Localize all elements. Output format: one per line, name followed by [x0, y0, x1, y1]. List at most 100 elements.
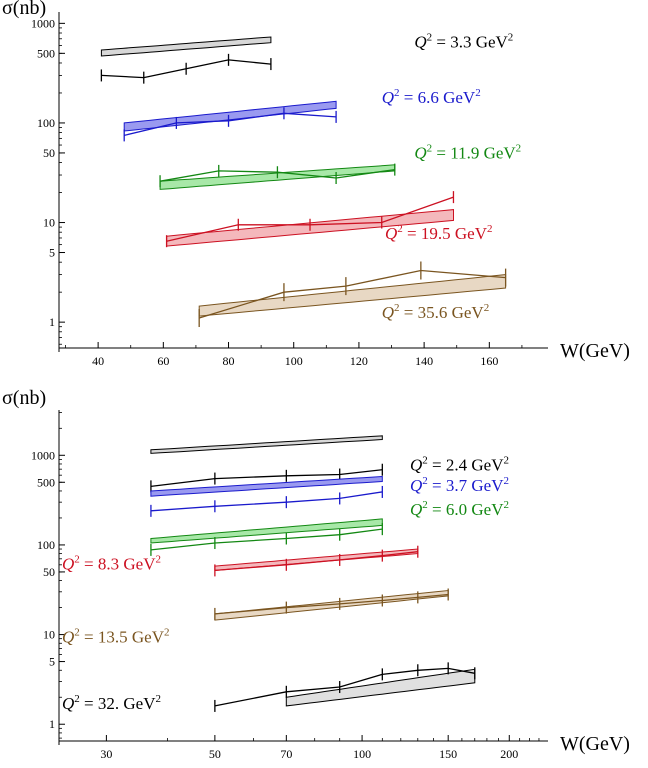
x-tick-label: 80	[223, 354, 235, 368]
series-label-sup: 2	[422, 499, 428, 511]
series-label-sup: 2	[516, 142, 522, 154]
series-label-q: Q	[410, 455, 422, 474]
series-label-sup: 2	[422, 475, 428, 487]
series-label: Q2 = 8.3 GeV2	[62, 554, 161, 574]
series-label-sup: 2	[484, 302, 490, 314]
series-label-sup: 2	[503, 499, 509, 511]
x-tick-label: 100	[285, 354, 303, 368]
x-tick-label: 150	[439, 747, 457, 761]
series-label-sup: 2	[475, 87, 481, 99]
series-label: Q2 = 35.6 GeV2	[382, 302, 489, 322]
series-label-q: Q	[382, 303, 394, 322]
series-label-sup: 2	[155, 693, 161, 705]
x-tick-label: 200	[500, 747, 518, 761]
x-tick-label: 120	[350, 354, 368, 368]
series-label-sup: 2	[155, 554, 161, 566]
y-tick-label: 100	[37, 538, 55, 552]
band	[214, 589, 449, 621]
series-label-value: = 3.7 GeV	[428, 476, 504, 495]
series-label: Q2 = 3.7 GeV2	[410, 475, 509, 495]
y-tick-label: 1000	[31, 16, 55, 30]
series-label-sup: 2	[503, 454, 509, 466]
series-label-value: = 19.5 GeV	[403, 224, 488, 243]
series-label-value: = 32. GeV	[80, 694, 156, 713]
series-label-sup: 2	[397, 223, 403, 235]
band	[285, 668, 476, 707]
series-label: Q2 = 11.9 GeV2	[414, 142, 521, 162]
series-label-q: Q	[410, 476, 422, 495]
series-label-sup: 2	[74, 554, 80, 566]
series-label: Q2 = 6.6 GeV2	[382, 87, 481, 107]
series-label-q: Q	[62, 555, 74, 574]
series-label-q: Q	[62, 627, 74, 646]
series-label-q: Q	[410, 500, 422, 519]
y-tick-label: 50	[43, 146, 55, 160]
series-q2-2_4: Q2 = 2.4 GeV2	[150, 435, 509, 493]
series-q2-6_6: Q2 = 6.6 GeV2	[123, 87, 481, 142]
y-tick-label: 1000	[31, 448, 55, 462]
series-label-sup: 2	[487, 223, 493, 235]
series-label-sup: 2	[394, 302, 400, 314]
x-tick-label: 50	[209, 747, 221, 761]
band	[150, 475, 383, 497]
x-tick-label: 160	[480, 354, 498, 368]
y-axis-label: σ(nb)	[2, 387, 46, 409]
series-q2-11_9: Q2 = 11.9 GeV2	[159, 142, 521, 190]
series-label-sup: 2	[427, 32, 433, 44]
y-tick-label: 10	[43, 216, 55, 230]
series-label-value: = 3.3 GeV	[432, 33, 508, 52]
series-label-sup: 2	[422, 454, 428, 466]
series-q2-6_0: Q2 = 6.0 GeV2	[150, 499, 509, 556]
y-tick-label: 100	[37, 116, 55, 130]
series-label-sup: 2	[503, 475, 509, 487]
x-axis-label: W(GeV)	[560, 340, 630, 362]
y-tick-label: 5	[49, 246, 55, 260]
chart-panel-bottom: 1000 500 100 50 10 5 1 30 50 70 100 150 200 W(GeV) σ(n…	[2, 387, 630, 761]
band	[123, 100, 337, 132]
band	[100, 36, 272, 57]
series-label-value: = 6.0 GeV	[428, 500, 504, 519]
series-q2-35_6: Q2 = 35.6 GeV2	[198, 261, 507, 328]
series-label-value: = 11.9 GeV	[432, 143, 516, 162]
series-label: Q2 = 13.5 GeV2	[62, 626, 169, 646]
series-q2-3_7: Q2 = 3.7 GeV2	[150, 475, 509, 517]
y-tick-label: 5	[49, 655, 55, 669]
band	[214, 548, 419, 571]
x-tick-label: 140	[415, 354, 433, 368]
series-label-value: = 6.6 GeV	[400, 88, 476, 107]
x-axis-label: W(GeV)	[560, 733, 630, 755]
series-label-q: Q	[382, 88, 394, 107]
series-label: Q2 = 32. GeV2	[62, 693, 161, 713]
series-q2-19_5: Q2 = 19.5 GeV2	[165, 191, 492, 248]
y-axis-label: σ(nb)	[2, 0, 46, 19]
series-label: Q2 = 19.5 GeV2	[385, 223, 492, 243]
data-line	[150, 491, 383, 512]
series-label-q: Q	[414, 143, 426, 162]
series-label: Q2 = 6.0 GeV2	[410, 499, 509, 519]
series-label-value: = 35.6 GeV	[400, 303, 485, 322]
series-q2-8_3: Q2 = 8.3 GeV2	[62, 545, 419, 577]
series-label-q: Q	[385, 224, 397, 243]
series-label-q: Q	[62, 694, 74, 713]
series-label-sup: 2	[74, 693, 80, 705]
x-tick-label: 60	[157, 354, 169, 368]
series-q2-3_3: Q2 = 3.3 GeV2	[100, 32, 513, 84]
series-label: Q2 = 2.4 GeV2	[410, 454, 509, 474]
series-q2-13_5: Q2 = 13.5 GeV2	[62, 588, 449, 646]
series-label-sup: 2	[394, 87, 400, 99]
x-tick-label: 40	[92, 354, 104, 368]
y-tick-label: 500	[37, 46, 55, 60]
x-tick-label: 100	[353, 747, 371, 761]
x-tick-label: 30	[100, 747, 112, 761]
series-label-sup: 2	[164, 626, 170, 638]
y-tick-label: 50	[43, 565, 55, 579]
series-label: Q2 = 3.3 GeV2	[414, 32, 513, 52]
series-label-q: Q	[414, 33, 426, 52]
series-label-sup: 2	[508, 32, 513, 44]
y-tick-label: 500	[37, 475, 55, 489]
y-tick-label: 1	[49, 315, 55, 329]
y-tick-label: 10	[43, 628, 55, 642]
y-tick-label: 1	[49, 717, 55, 731]
